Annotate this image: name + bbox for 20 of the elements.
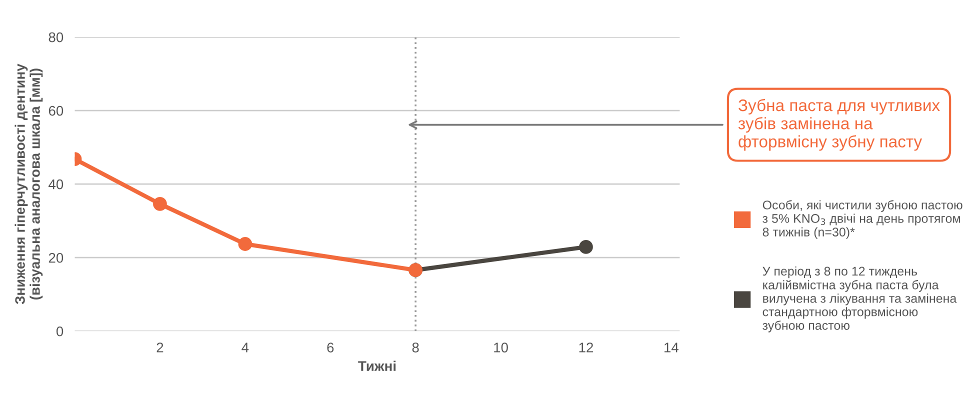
text: Зубна паста для чутливих зубів замінена на фторвмісну зубну пасту <box>738 98 940 151</box>
point <box>579 240 593 254</box>
y-tick-label: 80 <box>48 32 64 42</box>
legend-label: Особи, які чистили зубною пастою з 5% KNO$_{3}$ двічі на день протягом 8 тижнів (n=30)* <box>762 200 962 239</box>
x-tick-label: 8 <box>412 342 419 352</box>
y-tick-label: 60 <box>48 106 64 116</box>
legend-label: У період з 8 по 12 тиждень калійвмістна зубна паста була вилучена з лікування та замінена стандартною фторвмісною зубною пастою <box>762 266 957 332</box>
x-axis-title: Тижні <box>358 360 396 371</box>
point <box>153 196 167 211</box>
point <box>238 237 252 251</box>
x-tick-label: 12 <box>579 342 594 352</box>
x-tick-label: 14 <box>664 342 678 352</box>
x-tick-label: 4 <box>242 342 249 352</box>
y-axis-title: Зниження гіперчутливості дентину (візуальна аналогова шкала [мм]) <box>14 64 43 304</box>
x-tick-label: 2 <box>156 342 164 352</box>
x-tick-label: 6 <box>327 342 334 352</box>
y-tick-label: 0 <box>56 326 64 336</box>
y-tick-label: 40 <box>48 179 64 190</box>
y-tick-label: 20 <box>48 252 64 263</box>
x-tick-label: 10 <box>494 342 508 352</box>
